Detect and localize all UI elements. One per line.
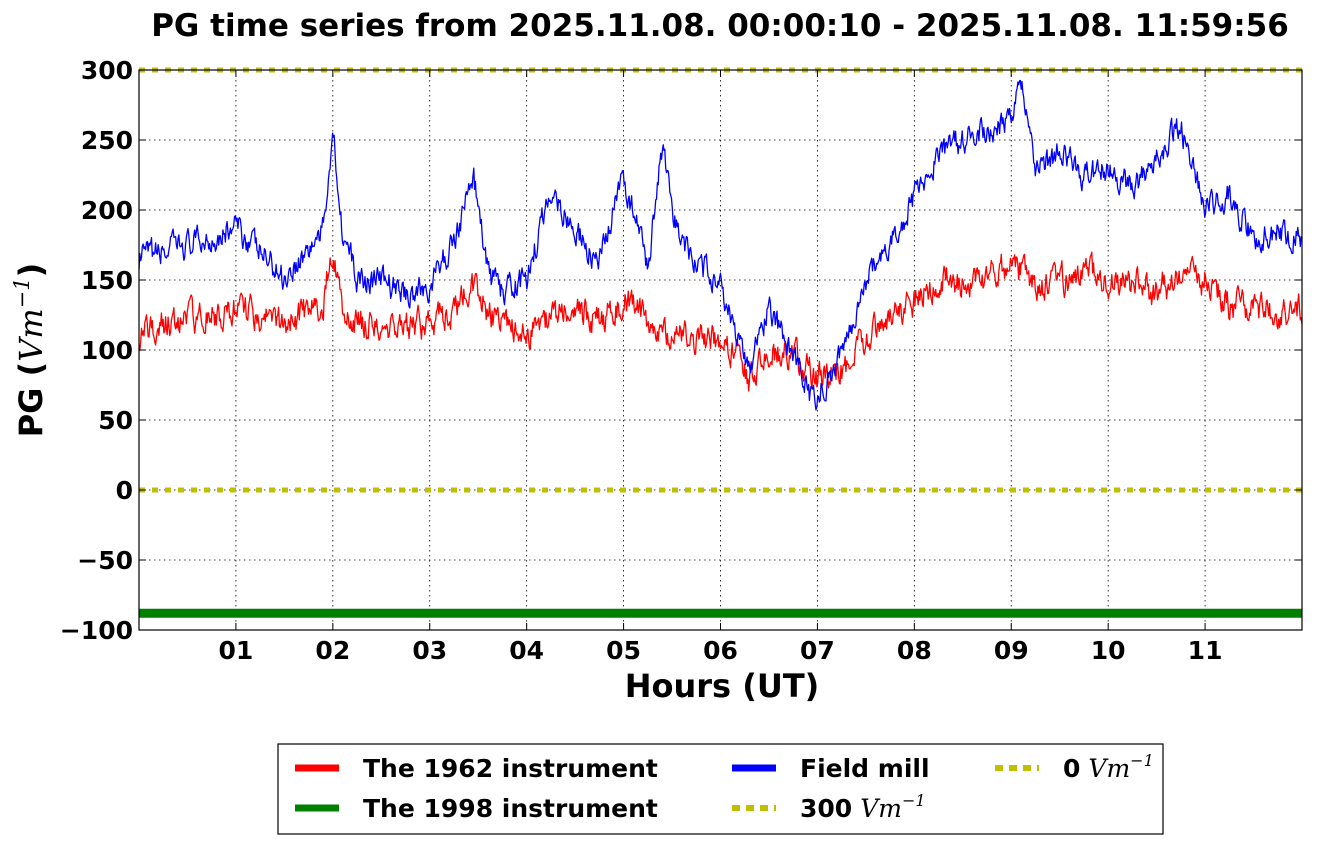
series-line-2 xyxy=(138,79,1303,411)
x-tick-label: 06 xyxy=(703,636,738,665)
x-tick-label: 10 xyxy=(1091,636,1126,665)
y-ticks: 300 250 200 150 100 50 0 −50 −100 xyxy=(60,56,1302,645)
y-axis-label-exponent: −1 xyxy=(10,277,34,308)
legend-label-1: The 1998 instrument xyxy=(363,794,658,823)
y-axis-label-unit: Vm xyxy=(12,308,50,361)
y-axis-label-close: ) xyxy=(12,263,50,278)
y-tick-label: 200 xyxy=(81,196,133,225)
y-tick-label: 0 xyxy=(116,476,133,505)
series-line-0 xyxy=(138,251,1303,392)
x-tick-label: 07 xyxy=(800,636,835,665)
y-tick-label: 300 xyxy=(81,56,133,85)
y-tick-label: −100 xyxy=(60,616,133,645)
y-axis-label: PG (Vm−1) xyxy=(10,263,50,438)
x-tick-label: 09 xyxy=(994,636,1029,665)
x-axis-label: Hours (UT) xyxy=(625,667,820,705)
legend-label-3: 300 Vm−1 xyxy=(800,791,926,823)
y-tick-label: 250 xyxy=(81,126,133,155)
y-tick-label: 50 xyxy=(98,406,133,435)
y-axis-label-text: PG ( xyxy=(12,362,50,437)
legend-label-0: The 1962 instrument xyxy=(363,754,658,783)
legend-label-4: 0 Vm−1 xyxy=(1063,751,1154,783)
x-tick-label: 08 xyxy=(897,636,932,665)
y-tick-label: −50 xyxy=(77,546,133,575)
x-tick-label: 05 xyxy=(606,636,641,665)
x-tick-label: 02 xyxy=(315,636,350,665)
legend-frame xyxy=(277,743,1164,835)
x-tick-label: 11 xyxy=(1188,636,1223,665)
grid xyxy=(139,69,1302,631)
legend-label-2: Field mill xyxy=(800,754,930,783)
y-tick-label: 100 xyxy=(81,336,133,365)
x-tick-label: 01 xyxy=(219,636,254,665)
y-tick-label: 150 xyxy=(81,266,133,295)
chart-title: PG time series from 2025.11.08. 00:00:10… xyxy=(151,8,1289,44)
legend: The 1962 instrument The 1998 instrument Fi… xyxy=(277,743,1164,835)
x-tick-label: 03 xyxy=(412,636,447,665)
series-layer xyxy=(138,67,1303,618)
x-ticks: 01 02 03 04 05 06 07 08 09 10 11 xyxy=(219,70,1223,665)
x-tick-label: 04 xyxy=(509,636,544,665)
